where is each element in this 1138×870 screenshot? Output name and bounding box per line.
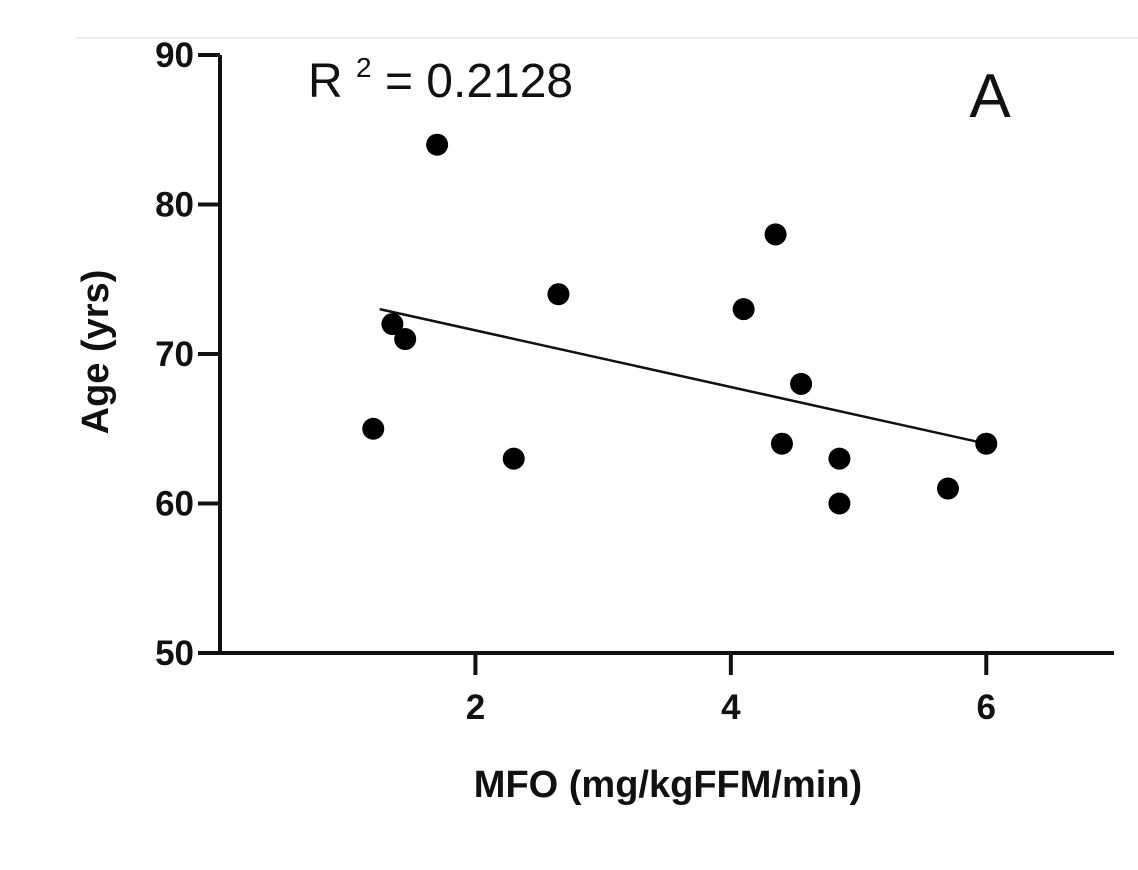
- data-point: [394, 328, 417, 351]
- y-axis-title: Age (yrs): [75, 270, 117, 435]
- data-point: [790, 372, 813, 395]
- data-point: [381, 313, 404, 336]
- data-points: [362, 133, 998, 515]
- r-squared-superscript: 2: [356, 52, 372, 83]
- regression-group: [379, 307, 987, 445]
- y-tick-label: 60: [155, 485, 194, 524]
- y-tick-label: 50: [155, 634, 194, 673]
- data-point: [764, 223, 787, 246]
- y-tick-label: 80: [155, 186, 194, 225]
- x-tick-label: 2: [466, 688, 485, 727]
- r-squared-value: = 0.2128: [385, 55, 573, 108]
- x-tick-label: 4: [721, 688, 741, 727]
- data-point: [732, 298, 755, 321]
- data-point: [975, 432, 998, 455]
- regression-line: [379, 307, 987, 445]
- data-point: [547, 283, 570, 306]
- r-squared-annotation: R 2 = 0.2128: [308, 35, 573, 108]
- y-tick-label: 90: [155, 36, 194, 75]
- data-point: [426, 133, 449, 156]
- data-point: [828, 447, 851, 470]
- x-tick-label: 6: [977, 688, 996, 727]
- axis-ticks: 50 60 70 80 90 2 4 6: [155, 36, 996, 727]
- y-tick-label: 70: [155, 335, 194, 374]
- panel-label: A: [969, 62, 1011, 131]
- r-squared-symbol: R: [308, 55, 343, 108]
- data-point: [770, 432, 793, 455]
- data-point: [936, 477, 959, 500]
- data-point: [502, 447, 525, 470]
- x-axis-title: MFO (mg/kgFFM/min): [474, 764, 862, 806]
- data-point: [828, 492, 851, 515]
- data-point: [362, 417, 385, 440]
- axes: [218, 55, 1114, 655]
